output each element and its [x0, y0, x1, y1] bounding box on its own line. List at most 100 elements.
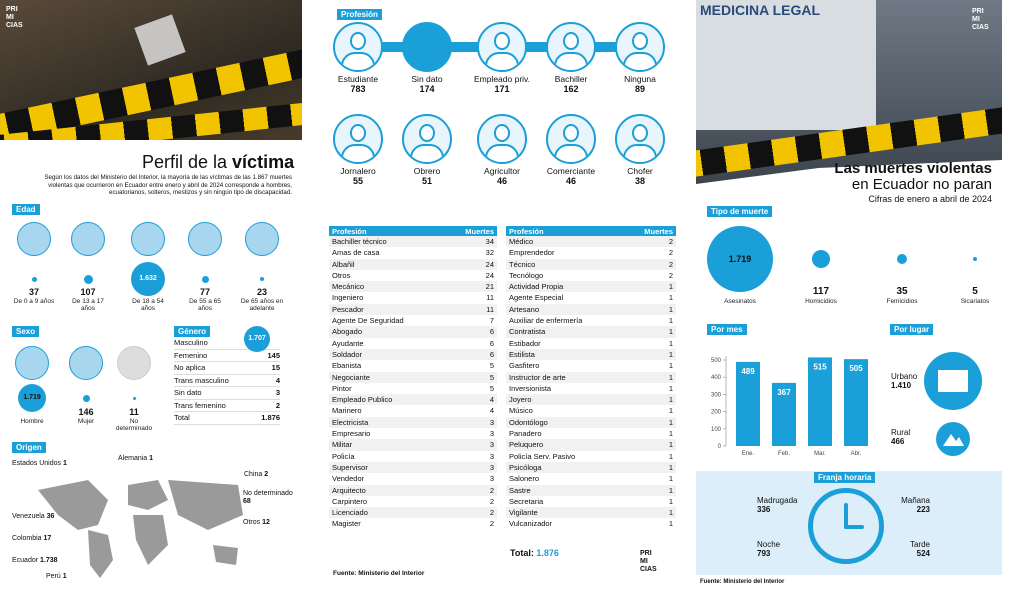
brand-logo: PRI MI CIAS — [6, 6, 23, 29]
profession-name: Músico — [509, 406, 533, 416]
profession-name: Pintor — [332, 383, 352, 393]
sexo-value: 11 — [129, 407, 139, 417]
profession-count: 6 — [445, 348, 497, 361]
genero-value: 2 — [275, 400, 280, 410]
genero-row: Femenino 145 — [174, 350, 280, 362]
sexo-label: Hombre — [20, 418, 44, 425]
profession-name: Panadero — [509, 429, 542, 439]
person-icon — [245, 222, 279, 256]
table-row: Albañil 24 — [329, 258, 497, 270]
genero-label: Trans femenino — [174, 400, 226, 410]
sexo-dot: 1.719 — [18, 384, 46, 412]
profession-count: 4 — [445, 394, 497, 406]
morgue-photo: MEDICINA LEGAL — [696, 0, 1002, 188]
profession-name: Empresario — [332, 429, 371, 439]
tipo-dot: 1.719 — [707, 226, 773, 292]
profession-label: Empleado priv. — [473, 74, 531, 84]
profession-count: 3 — [489, 474, 494, 484]
person-icon — [333, 114, 383, 164]
monthly-bar-chart: 0 100 200 300 400 500 489 Ene. 367 Feb. 515 Mar. 505… — [711, 356, 868, 457]
profession-name: Amas de casa — [332, 248, 380, 258]
genero-row: Masculino — [174, 337, 280, 350]
bar — [808, 357, 832, 446]
table-row: Ayudante 6 — [329, 338, 497, 349]
table-row: Agente De Seguridad 7 — [329, 315, 497, 326]
profession-name: Vendedor — [332, 474, 365, 484]
profession-name: Técnico — [506, 258, 625, 270]
profession-count: 7 — [489, 316, 494, 326]
table-row: Carpintero 2 — [329, 496, 497, 507]
profession-table-2: Profesión Muertes Médico 2 Emprendedor 2 Técn… — [506, 226, 676, 530]
profession-name: Pescador — [329, 303, 446, 316]
table-row: Inversionista 1 — [506, 383, 676, 394]
profession-count: 34 — [445, 236, 497, 248]
genero-value: 4 — [275, 375, 280, 385]
bar-value-label: 505 — [849, 364, 863, 373]
profession-item: Agricultor 46 — [464, 114, 540, 186]
profession-count: 1 — [668, 429, 673, 439]
profession-item: Jornalero 55 — [320, 114, 396, 186]
profession-name: Albañil — [329, 258, 446, 270]
franja-tag: Franja horaria — [814, 472, 876, 483]
tipo-tag: Tipo de muerte — [707, 206, 773, 217]
profession-label: Obrero — [413, 166, 441, 176]
tipo-label: Asesinatos — [724, 298, 756, 305]
genero-tag: Género — [174, 326, 211, 337]
edad-tag: Edad — [12, 204, 40, 215]
profession-count: 2 — [489, 496, 494, 506]
profession-name: Estilista — [506, 348, 625, 361]
franja-label: Mañana — [901, 496, 930, 505]
profession-count: 1 — [668, 451, 673, 461]
edad-dot — [201, 275, 209, 283]
table-row: Empleado Publico 4 — [329, 394, 497, 406]
profesion-tag: Profesión — [337, 9, 382, 20]
profession-table-1: Profesión Muertes Bachiller técnico 34 Amas… — [329, 226, 497, 530]
franja-label: Noche — [757, 540, 781, 549]
edad-dot — [83, 274, 93, 284]
table-row: Artesano 1 — [506, 303, 676, 316]
icon-body — [554, 52, 588, 70]
profession-name: Artesano — [506, 303, 625, 316]
profession-name: Bachiller técnico — [329, 236, 446, 248]
genero-row: Trans masculino 4 — [174, 375, 280, 387]
profession-name: Instructor de arte — [506, 371, 625, 383]
table-row: Soldador 6 — [329, 348, 497, 361]
person-icon — [477, 114, 527, 164]
profession-name: Soldador — [329, 348, 446, 361]
profession-name: Ebanista — [332, 361, 362, 371]
origen-value: 1 — [149, 455, 154, 462]
profession-name: Electricista — [329, 416, 446, 429]
profession-count: 1 — [624, 348, 676, 361]
profession-count: 1 — [668, 406, 673, 416]
table-row: Salonero 1 — [506, 473, 676, 484]
profession-name: Carpintero — [332, 496, 368, 506]
profession-count: 6 — [489, 338, 494, 348]
sexo-label: No determinado — [115, 418, 153, 432]
edad-value: 37 — [28, 287, 39, 297]
origen-tag: Origen — [12, 442, 46, 453]
icon-body — [485, 144, 519, 162]
table-row: Médico 2 — [506, 236, 676, 248]
profession-count: 3 — [489, 451, 494, 461]
x-tick-label: Ene. — [742, 451, 755, 457]
icon-body — [341, 52, 375, 70]
bar — [736, 361, 760, 446]
table-row: Bachiller técnico 34 — [329, 236, 497, 248]
intro-text: Según los datos del Ministerio del Inter… — [44, 174, 292, 196]
table-row: Psicóloga 1 — [506, 461, 676, 474]
table-row: Electricista 3 — [329, 416, 497, 429]
profession-count: 1 — [624, 484, 676, 496]
profession-count: 2 — [668, 248, 673, 258]
profession-name: Negociante — [329, 371, 446, 383]
tipo-value: 117 — [812, 286, 830, 297]
edad-label: De 13 a 17 años — [72, 298, 104, 312]
profession-name: Peluquero — [506, 439, 625, 451]
table-row: Abogado 6 — [329, 326, 497, 338]
total-line: Total: 1.876 — [510, 548, 559, 558]
x-tick-label: Feb. — [778, 451, 790, 457]
edad-dot — [31, 276, 37, 282]
franja-label: Tarde — [909, 540, 930, 549]
genero-label: No aplica — [174, 363, 206, 372]
person-icon — [17, 222, 51, 256]
brand-logo-mid: PRI MI CIAS — [640, 550, 657, 573]
